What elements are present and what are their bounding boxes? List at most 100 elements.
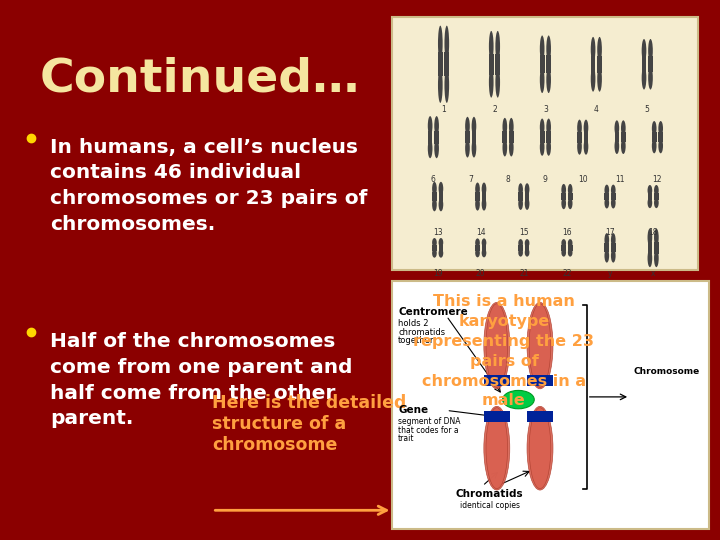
Text: 2: 2 [492, 105, 497, 114]
Ellipse shape [562, 198, 566, 209]
Text: Here is the detailed
structure of a
chromosome: Here is the detailed structure of a chro… [212, 394, 407, 454]
Text: chromatids: chromatids [398, 328, 445, 337]
Ellipse shape [546, 66, 551, 93]
Ellipse shape [529, 408, 551, 489]
Text: 21: 21 [519, 269, 528, 279]
Bar [482, 245, 486, 251]
FancyBboxPatch shape [392, 17, 698, 270]
Ellipse shape [654, 228, 659, 246]
Ellipse shape [438, 25, 443, 62]
Bar [438, 192, 444, 201]
Text: 20: 20 [476, 269, 485, 279]
Text: 8: 8 [505, 175, 510, 184]
Ellipse shape [475, 183, 480, 195]
Bar [475, 245, 480, 251]
Ellipse shape [605, 249, 609, 262]
Bar [658, 132, 663, 142]
Bar [605, 244, 609, 252]
Text: holds 2: holds 2 [398, 319, 428, 328]
Bar [647, 193, 652, 200]
Ellipse shape [432, 248, 437, 258]
Ellipse shape [584, 120, 588, 136]
Ellipse shape [525, 248, 529, 256]
Text: 19: 19 [433, 269, 443, 279]
Bar [590, 56, 595, 73]
Ellipse shape [614, 138, 619, 154]
Ellipse shape [518, 183, 523, 195]
Text: 14: 14 [476, 228, 485, 237]
Bar [434, 131, 439, 144]
Bar [611, 244, 616, 252]
Text: 4: 4 [594, 105, 599, 114]
Ellipse shape [489, 31, 494, 62]
Ellipse shape [432, 198, 437, 211]
Text: 10: 10 [578, 175, 588, 184]
Text: identical copies: identical copies [459, 501, 520, 510]
Bar [438, 245, 444, 251]
Bar [428, 131, 433, 144]
Text: segment of DNA: segment of DNA [398, 417, 461, 426]
Text: In humans, a cell’s nucleus
contains 46 individual
chromosomes or 23 pairs of
ch: In humans, a cell’s nucleus contains 46 … [50, 138, 368, 234]
Bar [546, 131, 551, 143]
Bar [648, 57, 653, 72]
Ellipse shape [540, 119, 544, 136]
Ellipse shape [658, 121, 663, 136]
FancyBboxPatch shape [392, 281, 709, 529]
Text: 3: 3 [543, 105, 548, 114]
Ellipse shape [486, 303, 508, 388]
Ellipse shape [568, 248, 572, 256]
Bar [527, 375, 553, 386]
Ellipse shape [484, 406, 510, 490]
Ellipse shape [590, 37, 595, 62]
Bar [654, 242, 659, 254]
Ellipse shape [525, 183, 529, 195]
Ellipse shape [434, 116, 439, 136]
Ellipse shape [562, 248, 566, 256]
Ellipse shape [647, 228, 652, 246]
Bar [584, 132, 588, 143]
Bar [438, 52, 443, 76]
Ellipse shape [434, 139, 439, 158]
Text: 7: 7 [468, 175, 473, 184]
Ellipse shape [605, 198, 609, 208]
Ellipse shape [438, 248, 444, 258]
Ellipse shape [562, 184, 566, 195]
Bar [444, 52, 449, 76]
Text: 17: 17 [606, 228, 615, 237]
Bar [614, 132, 619, 143]
Ellipse shape [540, 139, 544, 156]
Bar [654, 193, 659, 200]
Text: 22: 22 [562, 269, 572, 279]
Bar [432, 192, 437, 201]
Ellipse shape [647, 185, 652, 195]
Ellipse shape [428, 139, 433, 158]
Ellipse shape [605, 233, 609, 247]
Ellipse shape [540, 36, 544, 62]
Ellipse shape [438, 68, 443, 103]
Text: Continued…: Continued… [40, 57, 360, 102]
Ellipse shape [489, 67, 494, 98]
Ellipse shape [611, 233, 616, 247]
Ellipse shape [465, 139, 470, 158]
Ellipse shape [621, 120, 626, 136]
Bar [568, 193, 572, 200]
Bar [540, 56, 544, 73]
Bar [518, 245, 523, 251]
Bar [489, 54, 494, 75]
Text: 11: 11 [616, 175, 625, 184]
Text: This is a human
karyotype
representing the 23
pairs of
chromosomes in a
male: This is a human karyotype representing t… [413, 294, 595, 408]
Ellipse shape [525, 239, 529, 247]
Ellipse shape [611, 249, 616, 262]
Text: 15: 15 [519, 228, 528, 237]
Text: 16: 16 [562, 228, 572, 237]
Ellipse shape [527, 302, 553, 389]
Ellipse shape [527, 406, 553, 490]
Text: that codes for a: that codes for a [398, 426, 459, 435]
Ellipse shape [509, 139, 513, 157]
Ellipse shape [472, 139, 477, 158]
Ellipse shape [621, 138, 626, 154]
Ellipse shape [614, 120, 619, 136]
Ellipse shape [438, 198, 444, 211]
Bar [484, 375, 510, 386]
Bar [540, 131, 544, 143]
